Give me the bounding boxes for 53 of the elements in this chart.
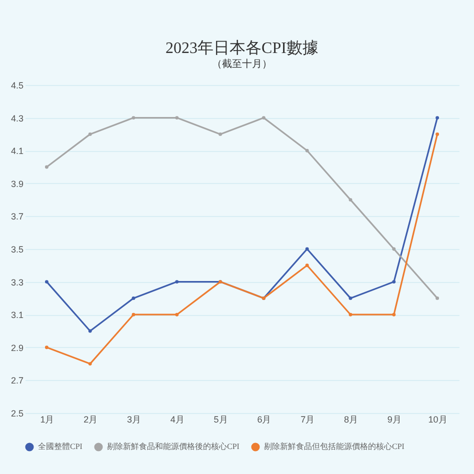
x-tick-label: 8月 (344, 414, 358, 424)
point (132, 312, 136, 316)
y-tick-label: 3.5 (10, 244, 24, 254)
point (436, 296, 440, 300)
point (88, 132, 92, 136)
x-tick-label: 6月 (257, 414, 272, 424)
point (392, 312, 396, 316)
y-tick-label: 2.5 (10, 408, 24, 418)
y-tick-label: 4.1 (10, 146, 24, 156)
point (175, 280, 179, 284)
y-tick-label: 3.1 (10, 310, 24, 320)
point (44, 165, 48, 169)
point (175, 312, 179, 316)
y-tick-label: 3.9 (10, 178, 24, 189)
point (44, 346, 48, 350)
point (262, 116, 266, 120)
legend-label: 全國整體CPI (38, 442, 83, 451)
legend-label: 剔除新鮮食品和能源價格後的核心CPI (107, 442, 240, 451)
legend-label: 剔除新鮮食品但包括能源價格的核心CPI (264, 442, 405, 451)
y-tick-label: 3.3 (10, 277, 24, 288)
x-tick-label: 1月 (40, 414, 54, 424)
x-tick-label: 10月 (428, 414, 448, 424)
x-tick-label: 7月 (300, 414, 315, 424)
point (348, 296, 352, 300)
x-tick-label: 2月 (84, 414, 98, 424)
point (305, 264, 309, 268)
point (132, 296, 136, 300)
point (305, 148, 309, 152)
point (132, 116, 136, 120)
chart-subtitle: （截至十月） (212, 58, 272, 70)
x-tick-label: 9月 (387, 414, 402, 424)
y-tick-label: 2.7 (10, 376, 24, 386)
y-tick-label: 4.3 (10, 113, 24, 124)
point (218, 132, 222, 136)
point (348, 312, 352, 316)
point (392, 280, 396, 284)
x-tick-label: 3月 (126, 414, 142, 424)
point (436, 116, 440, 120)
chart-title: 2023年日本各CPI數據 (166, 39, 318, 57)
y-tick-label: 4.5 (10, 80, 24, 90)
x-tick-label: 4月 (170, 414, 184, 424)
point (44, 280, 48, 284)
y-tick-label: 3.7 (10, 212, 24, 222)
point (88, 329, 92, 333)
line-series (44, 116, 440, 300)
point (436, 132, 440, 136)
point (348, 198, 352, 202)
y-tick-label: 2.9 (10, 342, 24, 353)
point (392, 247, 396, 251)
point (305, 247, 309, 251)
x-tick-label: 5月 (214, 414, 228, 424)
point (175, 116, 179, 120)
point (88, 362, 92, 366)
